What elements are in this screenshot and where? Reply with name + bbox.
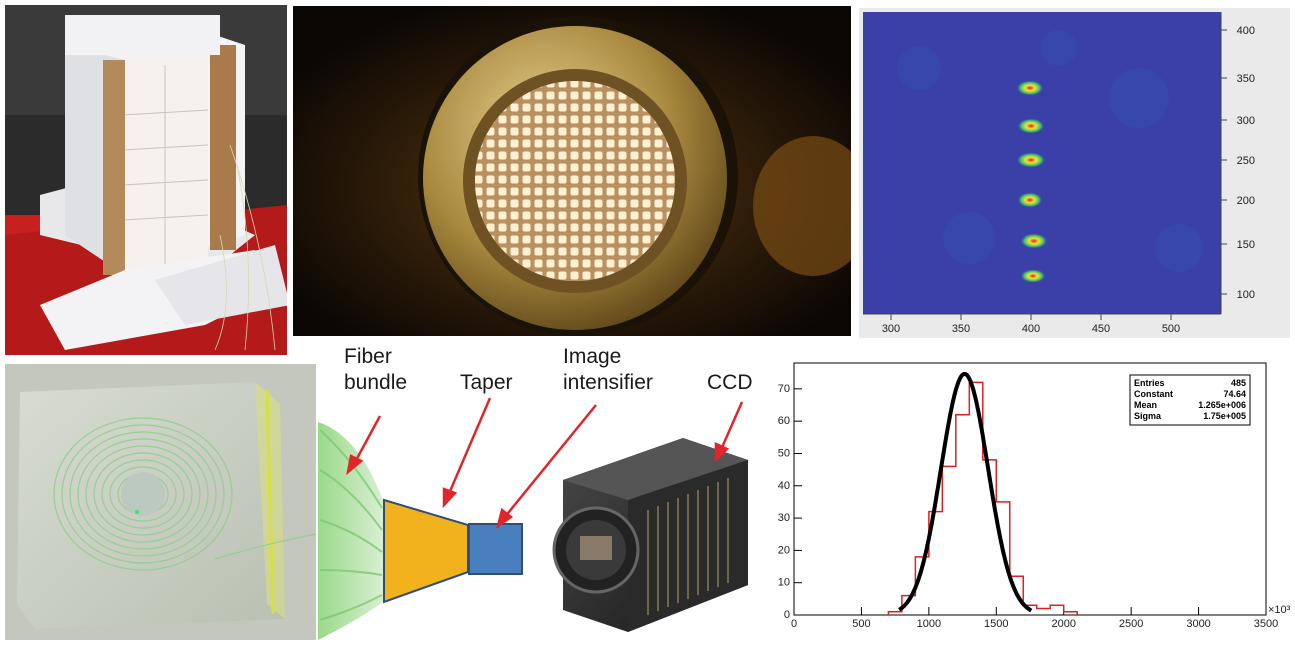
- histogram-y-tick: 10: [778, 577, 790, 589]
- stats-entries-label: Entries: [1134, 378, 1165, 388]
- spiral-fiber-photo: [5, 364, 316, 640]
- stats-mean-label: Mean: [1134, 400, 1157, 410]
- heatmap-x-tick: 500: [1162, 323, 1180, 335]
- histogram-x-tick: 500: [852, 618, 870, 630]
- histogram-x-tick: 2000: [1051, 618, 1075, 630]
- histogram-x-tick: 1500: [984, 618, 1008, 630]
- stats-entries-value: 485: [1231, 378, 1246, 388]
- histogram-y-tick: 0: [784, 609, 790, 621]
- label-ccd: CCD: [707, 371, 753, 394]
- heatmap-y-tick: 200: [1237, 195, 1255, 207]
- heatmap-y-tick: 100: [1237, 289, 1255, 301]
- histogram-x-tick: 3000: [1186, 618, 1210, 630]
- stats-box: Entries 485 Constant 74.64 Mean 1.265e+0…: [1129, 374, 1251, 426]
- histogram-x-tick: 3500: [1254, 618, 1278, 630]
- heatmap-x-tick: 450: [1092, 323, 1110, 335]
- heatmap-y-tick: 250: [1237, 155, 1255, 167]
- histogram-x-tick: 2500: [1119, 618, 1143, 630]
- readout-chain-diagram: Fiber bundle Taper Image intensifier CCD: [318, 340, 760, 645]
- stats-sigma-value: 1.75e+005: [1203, 411, 1246, 421]
- label-fiber-bundle: Fiber bundle: [344, 345, 408, 394]
- histogram-steps: [887, 381, 1078, 615]
- histogram-y-tick: 50: [778, 447, 790, 459]
- histogram-x-tick: 1000: [917, 618, 941, 630]
- fiber-bundle-shape: [318, 422, 383, 640]
- stats-mean-value: 1.265e+006: [1198, 400, 1246, 410]
- heatmap-y-tick: 150: [1237, 239, 1255, 251]
- heatmap-x-tick: 300: [882, 323, 900, 335]
- image-intensifier-shape: [468, 523, 523, 575]
- heatmap-y-tick: 300: [1237, 115, 1255, 127]
- label-taper: Taper: [460, 371, 513, 394]
- pointer-arrows: [346, 397, 744, 529]
- heatmap-plot: 400 350 300 250 200 150 100 300 350 400 450 500: [859, 8, 1290, 338]
- detector-module-photo: [5, 5, 287, 355]
- heatmap-x-tick: 400: [1022, 323, 1040, 335]
- stats-constant-value: 74.64: [1223, 389, 1246, 399]
- ccd-camera: [552, 438, 748, 632]
- heatmap-y-tick: 350: [1237, 73, 1255, 85]
- stats-sigma-label: Sigma: [1134, 411, 1162, 421]
- histogram-y-tick: 40: [778, 480, 790, 492]
- histogram-y-tick: 30: [778, 512, 790, 524]
- heatmap-y-tick: 400: [1237, 25, 1255, 37]
- histogram-y-tick: 20: [778, 544, 790, 556]
- histogram-x-tick: 0: [791, 618, 797, 630]
- taper-shape: [383, 498, 469, 604]
- label-image-intensifier: Image intensifier: [563, 345, 653, 394]
- gaussian-fit-curve: [898, 372, 1033, 613]
- heatmap-x-tick: 350: [952, 323, 970, 335]
- stats-constant-label: Constant: [1134, 389, 1173, 399]
- heatmap-spots: [1016, 80, 1048, 283]
- histogram-plot: 0 500 1000 1500 2000 2500 3000 3500 0 10 20 30 40 50 6…: [762, 345, 1290, 641]
- x-axis-exponent: ×10³: [1268, 604, 1290, 616]
- histogram-y-tick: 60: [778, 415, 790, 427]
- histogram-y-tick: 70: [778, 383, 790, 395]
- fiber-bundle-face-photo: [293, 6, 851, 336]
